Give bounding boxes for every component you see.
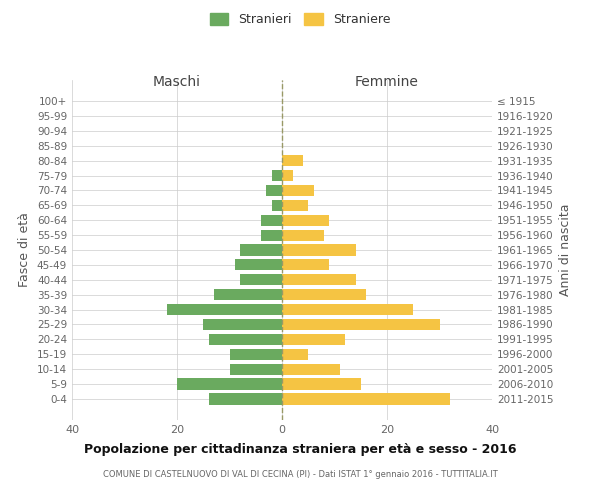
Bar: [209, 334, 282, 345]
Bar: [282, 348, 308, 360]
Bar: [240, 274, 282, 285]
Y-axis label: Fasce di età: Fasce di età: [19, 212, 31, 288]
Bar: [282, 274, 355, 285]
Legend: Stranieri, Straniere: Stranieri, Straniere: [206, 8, 394, 29]
Bar: [214, 289, 282, 300]
Bar: [282, 170, 293, 181]
Bar: [282, 289, 366, 300]
Bar: [203, 319, 282, 330]
Text: Femmine: Femmine: [355, 75, 419, 89]
Bar: [282, 304, 413, 315]
Bar: [282, 155, 303, 166]
Bar: [282, 260, 329, 270]
Bar: [271, 200, 282, 211]
Bar: [261, 214, 282, 226]
Bar: [282, 364, 340, 375]
Bar: [177, 378, 282, 390]
Text: COMUNE DI CASTELNUOVO DI VAL DI CECINA (PI) - Dati ISTAT 1° gennaio 2016 - TUTTI: COMUNE DI CASTELNUOVO DI VAL DI CECINA (…: [103, 470, 497, 479]
Bar: [240, 244, 282, 256]
Bar: [209, 394, 282, 404]
Bar: [282, 230, 324, 240]
Bar: [261, 230, 282, 240]
Bar: [271, 170, 282, 181]
Bar: [235, 260, 282, 270]
Bar: [282, 334, 345, 345]
Text: Maschi: Maschi: [153, 75, 201, 89]
Bar: [229, 364, 282, 375]
Bar: [282, 200, 308, 211]
Bar: [266, 185, 282, 196]
Bar: [282, 185, 314, 196]
Bar: [282, 394, 450, 404]
Bar: [167, 304, 282, 315]
Text: Popolazione per cittadinanza straniera per età e sesso - 2016: Popolazione per cittadinanza straniera p…: [84, 442, 516, 456]
Bar: [282, 378, 361, 390]
Y-axis label: Anni di nascita: Anni di nascita: [559, 204, 572, 296]
Bar: [282, 214, 329, 226]
Bar: [229, 348, 282, 360]
Bar: [282, 319, 439, 330]
Bar: [282, 244, 355, 256]
